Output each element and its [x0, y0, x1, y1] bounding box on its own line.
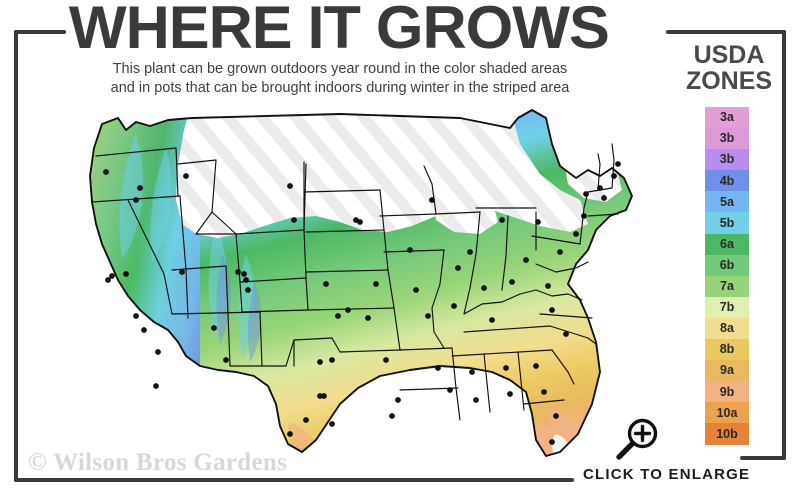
zone-swatch-9a-12: 9a: [705, 360, 749, 382]
zone-swatch-6a-6: 6a: [705, 233, 749, 255]
magnifier-plus-icon[interactable]: [614, 417, 660, 461]
zone-swatch-6b-7: 6b: [705, 254, 749, 276]
zone-swatch-3b-2: 3b: [705, 149, 749, 171]
frame-top-right-border: [666, 30, 786, 34]
zone-swatch-5a-4: 5a: [705, 191, 749, 213]
zone-swatch-7b-9: 7b: [705, 296, 749, 318]
city-dots: [103, 161, 621, 445]
click-to-enlarge-label[interactable]: CLICK TO ENLARGE: [583, 466, 751, 483]
zone-swatch-7a-8: 7a: [705, 275, 749, 297]
usda-heading-line-2: ZONES: [685, 67, 773, 95]
frame-top-left-border: [14, 30, 66, 34]
frame-bottom-right-border: [740, 456, 786, 460]
frame-bottom-left-border: [14, 478, 574, 482]
us-outline: [89, 109, 633, 457]
usda-zone-legend: 3a 3b 3b 4b 5a 5b 6a 6b 7a 7b 8a 8b 9a 9b 10a 10b: [705, 107, 749, 445]
subtitle: This plant can be grown outdoors year ro…: [40, 60, 640, 98]
watermark: © Wilson Bros Gardens: [28, 449, 288, 476]
subtitle-line-1: This plant can be grown outdoors year ro…: [112, 61, 568, 77]
subtitle-line-2: and in pots that can be brought indoors …: [110, 80, 570, 96]
zone-swatch-9b-13: 9b: [705, 381, 749, 403]
zone-swatch-3a-0: 3a: [705, 107, 749, 129]
usda-zones-heading: USDA ZONES: [665, 42, 793, 94]
usda-heading-line-1: USDA: [693, 41, 765, 69]
frame-left-border: [14, 30, 18, 482]
usda-hardiness-map[interactable]: [40, 104, 650, 466]
zone-swatch-5b-5: 5b: [705, 212, 749, 234]
zone-swatch-4b-3: 4b: [705, 170, 749, 192]
frame-right-border: [782, 30, 786, 460]
zone-swatch-3b-1: 3b: [705, 128, 749, 150]
zone-swatch-10b-15: 10b: [705, 423, 749, 445]
zone-swatch-10a-14: 10a: [705, 402, 749, 424]
page-title: WHERE IT GROWS: [68, 0, 610, 61]
zone-swatch-8a-10: 8a: [705, 317, 749, 340]
zone-swatch-8b-11: 8b: [705, 339, 749, 361]
